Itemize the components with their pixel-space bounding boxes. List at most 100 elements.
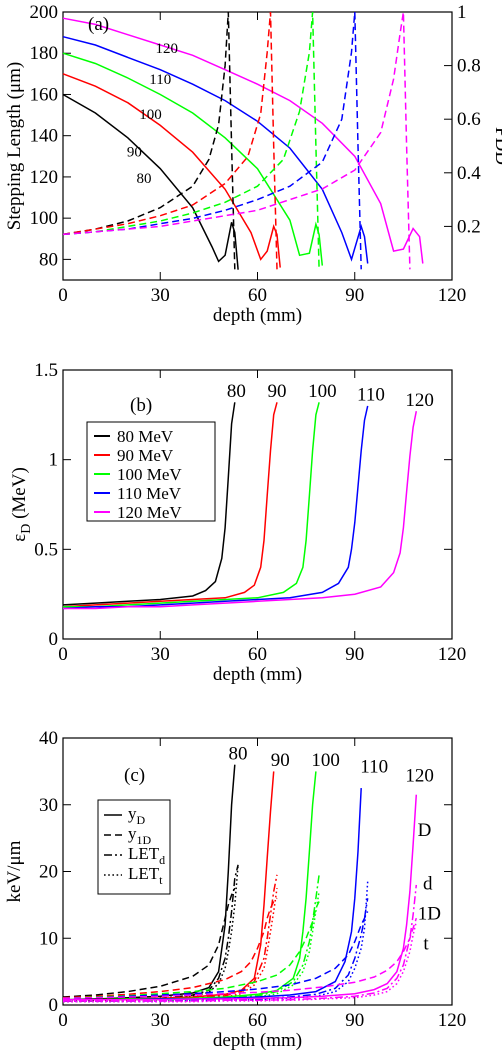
plot-frame-a xyxy=(62,11,453,281)
legend-label-c: LETd xyxy=(128,844,165,867)
series-line-a-7 xyxy=(62,11,320,270)
curve-label-b: 110 xyxy=(357,384,385,405)
legend-box-b xyxy=(86,421,216,522)
panel-label-c: (c) xyxy=(124,765,145,786)
x-tick-label-b: 0 xyxy=(58,644,68,665)
panel-label-b: (b) xyxy=(130,395,152,416)
x-tick-label-a: 0 xyxy=(58,285,68,306)
x-axis-label-a: depth (mm) xyxy=(213,305,302,326)
x-tick-label-a: 60 xyxy=(248,285,267,306)
x-tick-label-b: 60 xyxy=(248,644,267,665)
curve-label-c: 100 xyxy=(311,750,340,771)
curve-label-c: 90 xyxy=(271,750,290,771)
y2-tick-label-a: 0.8 xyxy=(457,56,481,77)
y2-tick-label-a: 0.2 xyxy=(457,216,481,237)
y-tick-label-a: 160 xyxy=(30,84,59,105)
series-line-b-3 xyxy=(62,405,369,610)
curve-label-a: 90 xyxy=(127,144,142,160)
series-line-b-1 xyxy=(62,402,278,608)
x-tick-label-b: 30 xyxy=(151,644,170,665)
legend-label-b: 80 MeV xyxy=(117,427,174,446)
series-line-a-5 xyxy=(62,11,236,270)
y-tick-label-b: 1.5 xyxy=(34,360,58,381)
y2-axis-label-a: PDD xyxy=(491,127,502,165)
x-axis-label-c: depth (mm) xyxy=(213,1030,302,1050)
x-tick-label-b: 120 xyxy=(438,644,467,665)
y-tick-label-c: 30 xyxy=(39,795,58,816)
curve-label-a: 110 xyxy=(149,72,171,88)
y-tick-label-a: 80 xyxy=(39,249,58,270)
series-line-c-16 xyxy=(63,794,418,1001)
y-tick-label-a: 200 xyxy=(30,2,59,23)
series-line-c-15 xyxy=(63,881,369,1003)
curve-label-c: 120 xyxy=(405,765,434,786)
curve-label-a: 120 xyxy=(155,41,178,57)
curve-label-c: d xyxy=(423,874,433,895)
series-line-a-9 xyxy=(62,11,411,270)
series-line-b-0 xyxy=(62,402,236,606)
x-axis-label-b: depth (mm) xyxy=(213,664,302,685)
y-axis-label-c: keV/μm xyxy=(4,840,25,902)
curve-label-c: 80 xyxy=(229,743,248,764)
x-tick-label-b: 90 xyxy=(345,644,364,665)
x-tick-label-a: 90 xyxy=(345,285,364,306)
curve-label-b: 90 xyxy=(267,381,286,402)
y2-tick-label-a: 0.4 xyxy=(457,163,481,184)
x-tick-label-c: 90 xyxy=(345,1010,364,1031)
x-tick-label-a: 30 xyxy=(151,285,170,306)
series-line-c-13 xyxy=(62,911,369,1000)
panel-label-a: (a) xyxy=(88,14,109,35)
x-tick-label-c: 60 xyxy=(248,1010,267,1031)
series-line-a-6 xyxy=(62,11,278,270)
x-tick-label-a: 120 xyxy=(438,285,467,306)
x-tick-label-c: 0 xyxy=(58,1010,68,1031)
series-line-a-1 xyxy=(62,73,281,268)
series-line-c-17 xyxy=(62,917,418,1000)
y-tick-label-a: 180 xyxy=(30,43,59,64)
legend-label-c: y1D xyxy=(128,824,152,847)
series-line-b-2 xyxy=(63,402,320,608)
curve-label-b: 80 xyxy=(227,381,246,402)
y-tick-label-c: 40 xyxy=(39,728,58,749)
x-tick-label-c: 120 xyxy=(438,1010,467,1031)
y-tick-label-c: 10 xyxy=(39,928,58,949)
series-line-c-11 xyxy=(63,891,320,1003)
y-tick-label-c: 0 xyxy=(49,995,59,1016)
series-line-c-19 xyxy=(63,921,418,1003)
curve-label-c: t xyxy=(423,934,429,955)
y-tick-label-a: 100 xyxy=(30,208,59,229)
y2-tick-label-a: 1 xyxy=(457,2,467,23)
curve-label-b: 100 xyxy=(308,381,337,402)
legend-label-c: LETt xyxy=(128,864,163,887)
panel-b: 0 30 60 90 120 0 0.5 1 1.5 depth (mm) εD (MeV) 80 90… xyxy=(9,360,466,685)
curve-label-b: 120 xyxy=(405,390,434,411)
series-line-c-9 xyxy=(62,901,320,1000)
curve-label-c: 110 xyxy=(360,757,388,778)
y-tick-label-a: 120 xyxy=(30,167,59,188)
series-line-a-0 xyxy=(62,93,239,270)
series-line-c-0 xyxy=(62,764,236,1001)
curve-label-c: 1D xyxy=(418,904,441,925)
y2-tick-label-a: 0.6 xyxy=(457,109,481,130)
y-tick-label-b: 1 xyxy=(49,450,59,471)
series-line-a-2 xyxy=(62,52,324,266)
series-line-c-1 xyxy=(62,887,236,998)
y-tick-label-a: 140 xyxy=(30,126,59,147)
panel-a: 0 30 60 90 120 80 100 120 140 160 180 200 depth (mm)… xyxy=(4,2,502,326)
y-tick-label-c: 20 xyxy=(39,862,58,883)
legend-label-b: 90 MeV xyxy=(117,446,174,465)
series-line-c-5 xyxy=(62,897,278,999)
y-axis-label-a: Stepping Length (μm) xyxy=(4,62,25,231)
series-line-c-18 xyxy=(63,884,418,1002)
curve-label-c: D xyxy=(418,820,432,841)
legend-label-b: 120 MeV xyxy=(117,503,182,522)
series-line-a-4 xyxy=(62,17,424,264)
x-tick-label-c: 30 xyxy=(151,1010,170,1031)
y-tick-label-b: 0 xyxy=(49,629,59,650)
curve-label-a: 100 xyxy=(139,107,162,123)
legend-label-c: yD xyxy=(128,804,146,827)
y-tick-label-b: 0.5 xyxy=(34,539,58,560)
